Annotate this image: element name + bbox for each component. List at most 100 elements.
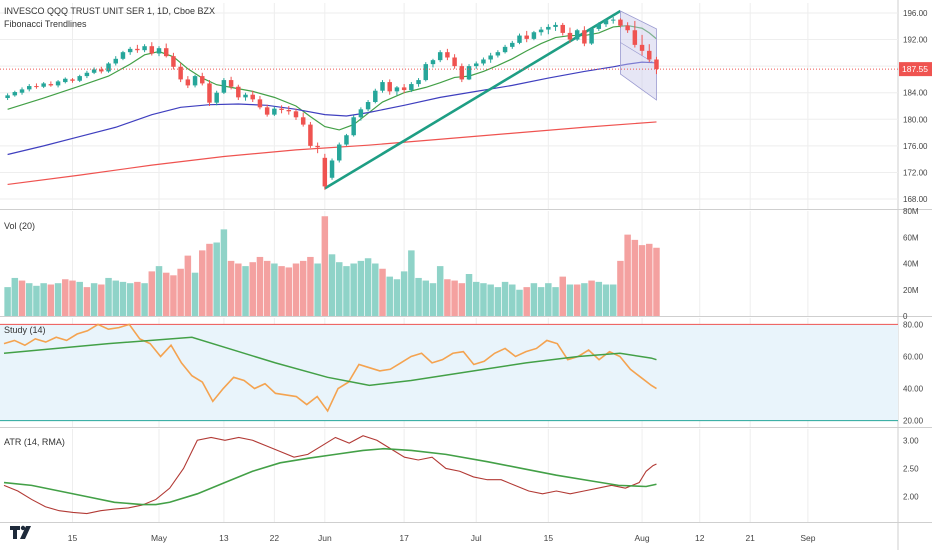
candle-body <box>473 63 479 67</box>
volume-bar-4 <box>33 285 40 316</box>
volume-bar-67 <box>487 284 494 316</box>
candle-body <box>48 84 54 86</box>
price-tick-label: 180.00 <box>903 115 928 124</box>
candle-body <box>315 145 320 148</box>
volume-bar-10 <box>76 281 83 316</box>
candle-body <box>409 84 414 91</box>
volume-bar-11 <box>83 287 91 316</box>
candle-body <box>91 69 97 73</box>
candle-45 <box>329 158 335 180</box>
volume-bar-35 <box>256 256 264 316</box>
candle-body <box>113 58 118 64</box>
candle-60 <box>437 50 443 63</box>
volume-tick-label: 20M <box>903 286 919 295</box>
volume-bar-22 <box>162 272 170 316</box>
volume-bar-55 <box>400 271 408 316</box>
volume-bar-5 <box>40 283 47 316</box>
volume-bar-28 <box>206 243 213 316</box>
candle-body <box>502 46 508 53</box>
candle-54 <box>394 86 400 96</box>
time-tick-label: 15 <box>68 533 78 543</box>
candle-body <box>257 99 263 108</box>
candle-body <box>553 24 558 27</box>
candle-body <box>387 82 392 92</box>
candle-3 <box>26 84 32 92</box>
candle-body <box>488 55 493 60</box>
volume-bar-89 <box>646 243 653 316</box>
volume-bar-76 <box>552 287 559 316</box>
candle-28 <box>207 80 212 106</box>
candle-body <box>329 160 335 178</box>
candle-6 <box>48 81 54 87</box>
study-band-fill <box>0 324 898 421</box>
fibonacci-trendline[interactable] <box>324 9 622 190</box>
volume-bar-1 <box>11 277 19 316</box>
candle-body <box>135 48 140 51</box>
price-tick-label: 176.00 <box>903 142 928 151</box>
candle-37 <box>272 106 277 116</box>
atr-pane[interactable]: 3.00 2.50 2.00 <box>3 435 919 515</box>
candle-body <box>279 108 284 110</box>
volume-bar-2 <box>18 280 26 316</box>
candle-body <box>293 111 299 118</box>
time-tick-label: Sep <box>800 533 815 543</box>
time-tick-label: 21 <box>745 533 755 543</box>
volume-bar-23 <box>170 275 177 316</box>
last-price-label: 187.55 <box>902 64 928 74</box>
candle-body <box>437 52 443 61</box>
volume-pane[interactable]: 80M 60M 40M 20M 0 <box>4 207 919 321</box>
tradingview-logo-icon[interactable] <box>8 522 34 542</box>
time-axis[interactable]: 15 May 13 22 Jun 17 Jul 15 Aug 12 21 Sep <box>68 533 816 543</box>
price-pane[interactable]: 196.00192.00188.00184.00180.00176.00172.… <box>0 9 932 204</box>
candle-73 <box>531 30 537 41</box>
moving-average-ma_short <box>7 24 657 131</box>
study-pane-title: Study (14) <box>4 325 46 335</box>
candle-24 <box>178 62 183 83</box>
candle-body <box>156 48 162 54</box>
candle-78 <box>567 27 573 43</box>
volume-bar-27 <box>199 250 206 316</box>
candle-body <box>185 79 191 86</box>
volume-bar-31 <box>227 260 235 316</box>
candle-body <box>524 35 529 39</box>
volume-pane-title: Vol (20) <box>4 221 36 231</box>
candle-75 <box>546 24 551 35</box>
candle-body <box>149 46 155 54</box>
candle-body <box>401 87 407 91</box>
volume-bar-19 <box>141 283 148 316</box>
volume-bar-58 <box>422 280 430 316</box>
candle-55 <box>401 84 407 94</box>
candle-82 <box>596 22 602 31</box>
chart-title: INVESCO QQQ TRUST UNIT SER 1, 1D, Cboe B… <box>4 6 216 16</box>
volume-bar-40 <box>292 263 300 316</box>
candle-77 <box>560 22 565 36</box>
volume-bar-90 <box>653 247 660 316</box>
atr-series-1 <box>3 447 657 506</box>
candle-53 <box>387 79 392 95</box>
candle-34 <box>250 90 255 103</box>
volume-bar-66 <box>480 283 487 316</box>
time-tick-label: Jul <box>471 533 482 543</box>
volume-bar-47 <box>343 266 350 316</box>
candle-74 <box>538 26 544 36</box>
candle-body <box>510 42 515 47</box>
candle-81 <box>589 27 594 45</box>
candle-body <box>423 64 429 81</box>
volume-bar-73 <box>530 283 538 316</box>
candle-33 <box>243 92 248 101</box>
time-tick-label: 12 <box>695 533 705 543</box>
candle-body <box>77 76 82 81</box>
volume-bar-70 <box>509 284 516 316</box>
volume-bar-34 <box>249 262 256 316</box>
volume-bar-3 <box>25 283 33 316</box>
candle-79 <box>574 28 580 41</box>
candle-2 <box>19 87 25 95</box>
volume-bar-64 <box>465 274 473 316</box>
time-tick-label: Aug <box>634 533 649 543</box>
study-pane[interactable]: 80.00 60.00 40.00 20.00 <box>0 320 924 426</box>
time-tick-label: Jun <box>318 533 332 543</box>
candle-36 <box>264 104 270 117</box>
time-tick-label: 17 <box>399 533 409 543</box>
